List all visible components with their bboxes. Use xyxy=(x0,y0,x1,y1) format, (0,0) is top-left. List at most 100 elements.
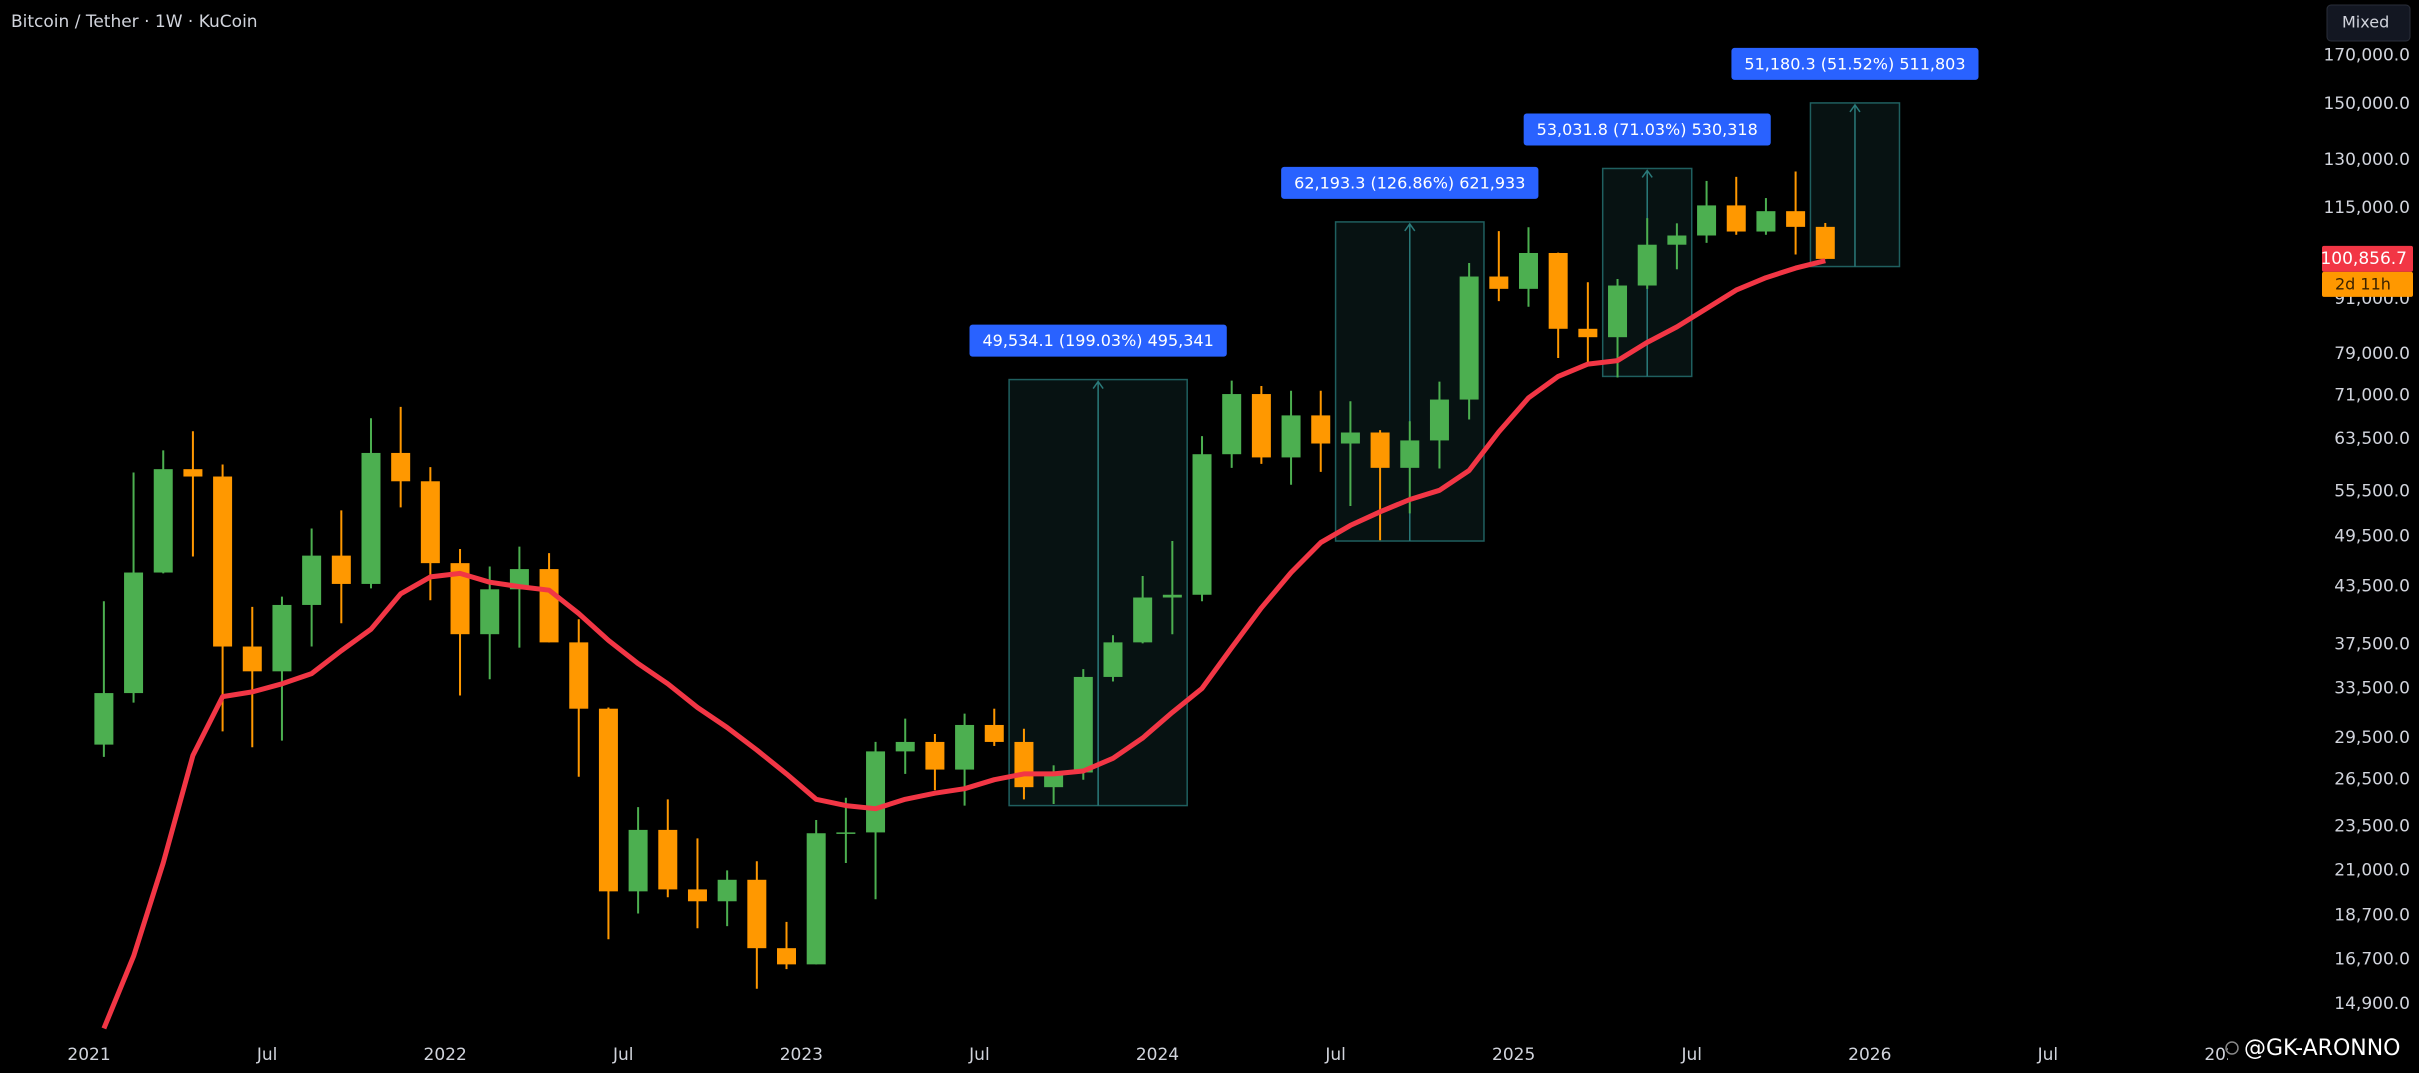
y-tick-label: 26,500.0 xyxy=(2334,770,2410,790)
y-tick-label: 29,500.0 xyxy=(2334,728,2410,748)
x-tick-label: 2025 xyxy=(1492,1045,1535,1065)
x-tick-label: 2022 xyxy=(424,1045,467,1065)
candle-body xyxy=(1459,276,1479,400)
y-tick-label: 71,000.0 xyxy=(2334,386,2410,406)
y-tick-label: 55,500.0 xyxy=(2334,482,2410,502)
x-tick-label: 2026 xyxy=(1848,1045,1891,1065)
countdown-bg xyxy=(2322,271,2413,297)
x-tick-label: Jul xyxy=(2037,1045,2059,1065)
candle-body xyxy=(1756,211,1776,232)
candle-body xyxy=(925,741,945,770)
candle-body xyxy=(1489,276,1509,289)
candle-body xyxy=(747,879,767,949)
watermark-bg xyxy=(2228,1036,2419,1070)
measure-label-bg xyxy=(1731,47,1979,80)
candle-body xyxy=(1637,244,1657,286)
mode-button-label[interactable]: Mixed xyxy=(2342,13,2389,32)
measure-label: 53,031.8 (71.03%) 530,318 xyxy=(1537,120,1758,139)
candle-body xyxy=(1578,328,1598,338)
last-price-label: 100,856.7 xyxy=(2320,249,2407,269)
candle-body xyxy=(1014,741,1034,788)
candle-body xyxy=(1608,285,1628,338)
moving-average-line xyxy=(101,258,1826,1030)
candle-body xyxy=(1222,394,1242,455)
x-tick-label: Jul xyxy=(1680,1045,1702,1065)
candle-body xyxy=(984,724,1004,742)
candle-body xyxy=(480,589,500,635)
candle-body xyxy=(1340,432,1360,444)
measure-label-bg xyxy=(1281,166,1539,199)
candle-body xyxy=(777,948,797,965)
y-tick-label: 16,700.0 xyxy=(2334,950,2410,970)
candle-body xyxy=(598,708,618,892)
measure-arrowhead xyxy=(1404,222,1416,232)
x-tick-label: 2021 xyxy=(67,1045,110,1065)
candle-body xyxy=(1133,597,1153,643)
candle-body xyxy=(391,452,411,482)
candle-body xyxy=(242,646,262,672)
candle-body xyxy=(1400,440,1420,468)
measure-arrowhead xyxy=(1849,103,1861,113)
watermark-icon xyxy=(2225,1041,2239,1055)
candle-body xyxy=(1370,432,1390,468)
y-tick-label: 49,500.0 xyxy=(2334,526,2410,546)
candle-body xyxy=(213,476,233,647)
measure-label: 49,534.1 (199.03%) 495,341 xyxy=(983,331,1214,350)
candle-body xyxy=(94,693,114,745)
candle-body xyxy=(1162,594,1182,598)
candle-body xyxy=(1103,642,1123,677)
x-tick-label: Jul xyxy=(256,1045,278,1065)
y-tick-label: 21,000.0 xyxy=(2334,860,2410,880)
candle-body xyxy=(124,572,144,694)
y-tick-label: 79,000.0 xyxy=(2334,344,2410,364)
y-tick-label: 150,000.0 xyxy=(2323,94,2410,114)
candle-body xyxy=(183,469,203,477)
measure-arrowhead xyxy=(1641,169,1653,178)
measure-label-bg xyxy=(1523,113,1771,146)
candle-body xyxy=(1429,399,1449,441)
candle-body xyxy=(1815,226,1835,259)
candle-body xyxy=(1726,205,1746,232)
candle-body xyxy=(539,569,559,643)
plot xyxy=(94,102,1901,1030)
candle-body xyxy=(1251,394,1271,458)
mode-button[interactable] xyxy=(2326,4,2411,42)
x-tick-label: Jul xyxy=(612,1045,634,1065)
candle-body xyxy=(331,555,351,584)
candle-body xyxy=(361,452,381,584)
y-tick-label: 23,500.0 xyxy=(2334,817,2410,837)
y-tick-label: 130,000.0 xyxy=(2323,150,2410,170)
candle-body xyxy=(153,469,173,573)
candle-body xyxy=(836,832,856,834)
chart-title: Bitcoin / Tether · 1W · KuCoin xyxy=(11,12,258,32)
candle-body xyxy=(1667,235,1687,245)
watermark: @GK-ARONNO xyxy=(2244,1036,2401,1061)
candle-body xyxy=(1697,205,1717,236)
last-price-bg xyxy=(2322,245,2413,272)
overlay: 49,534.1 (199.03%) 495,341 62,193.3 (126.… xyxy=(969,47,1979,357)
y-tick-label: 14,900.0 xyxy=(2334,994,2410,1014)
y-tick-label: 63,500.0 xyxy=(2334,429,2410,449)
candle-body xyxy=(272,604,292,672)
measure-label-bg xyxy=(969,324,1227,357)
y-tick-label: 115,000.0 xyxy=(2323,198,2410,218)
y-tick-label: 170,000.0 xyxy=(2323,45,2410,65)
y-tick-label: 43,500.0 xyxy=(2334,577,2410,597)
candle-body xyxy=(717,879,737,902)
candle-body xyxy=(955,724,975,770)
measure-arrowhead xyxy=(1092,380,1104,390)
candle-body xyxy=(806,833,826,965)
x-tick-label: Jul xyxy=(968,1045,990,1065)
candle-body xyxy=(1281,415,1301,458)
candle-body xyxy=(895,741,915,752)
y-tick-label: 33,500.0 xyxy=(2334,678,2410,698)
candle-body xyxy=(1518,252,1538,289)
countdown-label: 2d 11h xyxy=(2335,274,2391,293)
measure-label: 62,193.3 (126.86%) 621,933 xyxy=(1294,173,1525,192)
x-tick-label: Jul xyxy=(1324,1045,1346,1065)
candle-body xyxy=(450,563,470,635)
y-tick-label: 37,500.0 xyxy=(2334,634,2410,654)
candle-body xyxy=(569,642,589,709)
